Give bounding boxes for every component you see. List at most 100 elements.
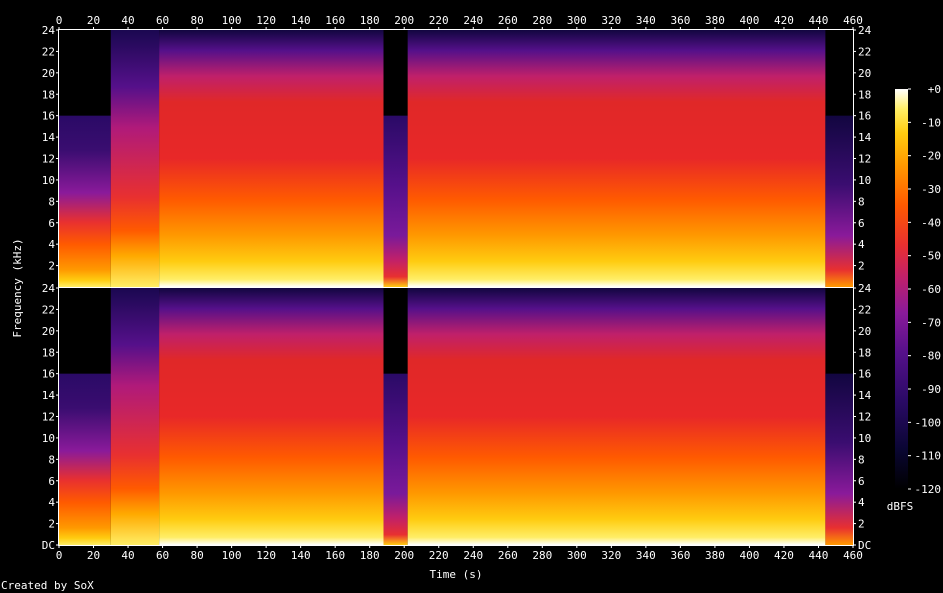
x-tick-label-top: 260 [498, 14, 518, 27]
colorbar-tick-label: -110 [915, 450, 942, 463]
y-tick-label: 6 [48, 217, 55, 230]
x-tick-label: 80 [190, 549, 203, 562]
y-tick-label-right: 6 [858, 217, 865, 230]
y-tick-label: 2 [48, 260, 55, 273]
colorbar-tick-label: -40 [921, 216, 941, 229]
colorbar [895, 89, 908, 489]
footer-credit: Created by SoX [1, 579, 94, 592]
colorbar-tick-label: -100 [915, 416, 942, 429]
x-tick-label: 100 [222, 549, 242, 562]
y-tick-label-right: 20 [858, 67, 871, 80]
y-tick-label-right: 18 [858, 346, 871, 359]
x-tick-label-top: 360 [670, 14, 690, 27]
y-tick-label: 14 [42, 131, 56, 144]
y-tick-label: 8 [48, 195, 55, 208]
x-tick-label: 260 [498, 549, 518, 562]
x-tick-label-top: 400 [739, 14, 759, 27]
y-tick-label-right: 14 [858, 131, 872, 144]
x-tick-label-top: 140 [291, 14, 311, 27]
x-tick-label-top: 60 [156, 14, 169, 27]
x-tick-label: 180 [360, 549, 380, 562]
spectrogram-segment [825, 115, 853, 288]
colorbar-tick-label: -80 [921, 350, 941, 363]
spectrogram-segment [383, 115, 408, 288]
x-tick-label: 240 [463, 549, 483, 562]
spectrogram-segment [407, 30, 826, 287]
y-tick-label: 22 [42, 45, 55, 58]
spectrogram-segment [159, 30, 384, 287]
y-tick-label: 22 [42, 303, 55, 316]
colorbar-tick-label: -90 [921, 383, 941, 396]
spectrogram-segment [407, 288, 826, 545]
x-tick-label-top: 100 [222, 14, 242, 27]
x-tick-label-top: 300 [567, 14, 587, 27]
spectrogram-segment [59, 373, 111, 545]
y-tick-label: 24 [42, 282, 56, 295]
y-tick-label-right: 22 [858, 303, 871, 316]
y-tick-label-right: 4 [858, 238, 865, 251]
y-tick-label: DC [42, 539, 55, 552]
colorbar-tick-label: -50 [921, 250, 941, 263]
x-tick-label: 280 [532, 549, 552, 562]
x-tick-label: 340 [636, 549, 656, 562]
y-tick-label-right: 18 [858, 88, 871, 101]
y-tick-label: 2 [48, 518, 55, 531]
y-tick-label: 16 [42, 110, 55, 123]
x-tick-label: 460 [843, 549, 863, 562]
y-tick-label: 20 [42, 325, 55, 338]
y-tick-label-right: 8 [858, 195, 865, 208]
colorbar-tick-label: -70 [921, 316, 941, 329]
x-tick-label-top: 220 [429, 14, 449, 27]
y-tick-label: 4 [48, 238, 55, 251]
y-tick-label-right: 14 [858, 389, 872, 402]
colorbar-tick-label: -30 [921, 183, 941, 196]
x-tick-label-top: 160 [325, 14, 345, 27]
y-tick-label: 10 [42, 174, 55, 187]
x-tick-label: 140 [291, 549, 311, 562]
spectrogram-segment [110, 288, 160, 545]
spectrogram-segment [110, 30, 160, 287]
colorbar-ticks: +0 -10 -20 -30 -40 -50 -60 -70 -80 -90 -100 -110 -12… [908, 83, 941, 496]
x-tick-label: 400 [739, 549, 759, 562]
y-tick-label: 24 [42, 24, 56, 37]
y-tick-label: 20 [42, 67, 55, 80]
y-tick-label-right: 20 [858, 325, 871, 338]
x-tick-label-top: 80 [190, 14, 203, 27]
colorbar-tick-label: -120 [915, 483, 942, 496]
x-tick-label: 0 [56, 549, 63, 562]
x-tick-label-top: 120 [256, 14, 276, 27]
x-tick-label: 20 [87, 549, 100, 562]
y-tick-label-right: 16 [858, 368, 871, 381]
y-tick-label-right: 12 [858, 411, 871, 424]
y-tick-label-right: 24 [858, 24, 872, 37]
spectrogram-segment [159, 288, 384, 545]
y-tick-label-right: 2 [858, 260, 865, 273]
x-tick-label: 440 [809, 549, 829, 562]
y-tick-label-right: 10 [858, 174, 871, 187]
y-tick-label: 14 [42, 389, 56, 402]
y-tick-label: 10 [42, 432, 55, 445]
colorbar-tick-label: -20 [921, 150, 941, 163]
x-tick-label-top: 240 [463, 14, 483, 27]
x-tick-label-top: 280 [532, 14, 552, 27]
x-tick-label-top: 200 [394, 14, 414, 27]
spectrogram-segment [825, 373, 853, 545]
spectrogram-segment [383, 373, 408, 545]
y-tick-label-right: 22 [858, 45, 871, 58]
x-tick-label: 120 [256, 549, 276, 562]
x-tick-label: 60 [156, 549, 169, 562]
x-tick-label-top: 420 [774, 14, 794, 27]
y-tick-label-right: 6 [858, 475, 865, 488]
x-tick-label: 200 [394, 549, 414, 562]
x-tick-label-top: 180 [360, 14, 380, 27]
y-tick-label-right: 10 [858, 432, 871, 445]
y-tick-label-right: 24 [858, 282, 872, 295]
channel-2-plot [59, 288, 853, 545]
y-tick-label: 18 [42, 88, 55, 101]
y-tick-label-right: 8 [858, 453, 865, 466]
colorbar-label: dBFS [887, 500, 914, 513]
x-tick-label-top: 20 [87, 14, 100, 27]
spectrogram-segment [59, 115, 111, 288]
